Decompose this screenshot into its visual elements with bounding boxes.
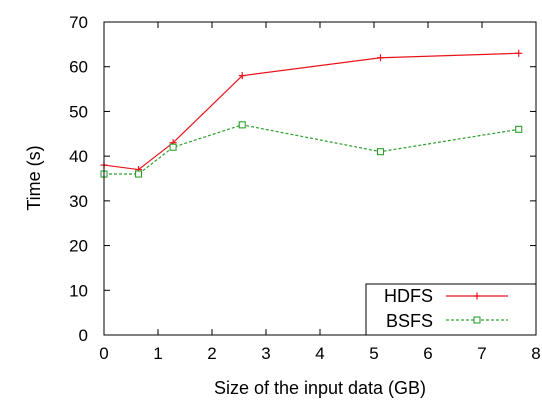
legend-swatches: [446, 292, 508, 324]
legend-marker-bsfs: [473, 316, 481, 324]
y-tick-label: 50: [69, 102, 88, 121]
legend: HDFS BSFS: [365, 283, 537, 336]
x-tick-label: 7: [477, 344, 486, 363]
data-point-hdfs: [238, 72, 246, 80]
x-tick-label: 3: [261, 344, 270, 363]
legend-label-bsfs: BSFS: [386, 311, 433, 331]
data-point-hdfs: [515, 49, 523, 57]
series-layer: [100, 49, 523, 178]
x-tick-label: 2: [207, 344, 216, 363]
data-point-bsfs: [169, 143, 177, 151]
x-axis-label: Size of the input data (GB): [214, 378, 426, 398]
y-axis-label: Time (s): [24, 145, 44, 210]
y-tick-label: 0: [79, 326, 88, 345]
data-point-bsfs: [376, 148, 385, 156]
data-point-bsfs: [238, 121, 246, 129]
plot-frame: [103, 21, 537, 336]
y-tick-label: 30: [69, 192, 88, 211]
y-tick-label: 70: [69, 13, 88, 32]
legend-marker-hdfs: [473, 292, 481, 300]
y-tick-label: 40: [69, 147, 88, 166]
y-tick-label: 10: [69, 281, 88, 300]
data-point-hdfs: [376, 54, 384, 62]
data-point-bsfs: [515, 125, 523, 133]
legend-label-hdfs: HDFS: [384, 286, 433, 306]
legend-box: [365, 283, 537, 336]
x-tick-label: 4: [315, 344, 324, 363]
y-tick-label: 60: [69, 58, 88, 77]
x-tick-label: 0: [99, 344, 108, 363]
data-point-bsfs: [135, 170, 143, 178]
x-tick-label: 1: [153, 344, 162, 363]
x-tick-label: 6: [423, 344, 432, 363]
x-tick-label: 5: [369, 344, 378, 363]
series-line-bsfs: [104, 124, 519, 175]
series-line-hdfs: [103, 52, 519, 171]
x-tick-label: 8: [531, 344, 540, 363]
y-tick-label: 20: [69, 237, 88, 256]
tick-labels: 0 1 2 3 4 5 6 7 8 0 10 20 30 40 50 60 70: [69, 13, 541, 363]
